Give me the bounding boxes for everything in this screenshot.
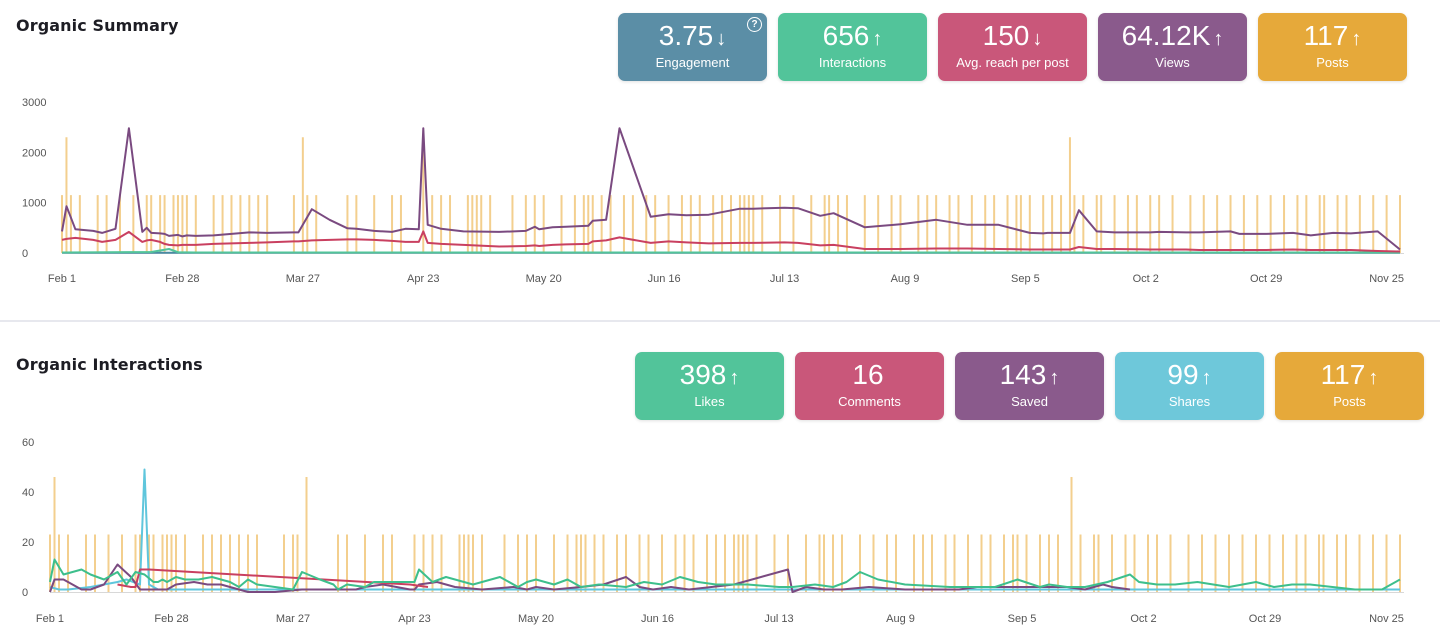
avg-reach-card[interactable]: 150 ↓ Avg. reach per post bbox=[938, 13, 1087, 81]
trend-up-icon: ↑ bbox=[872, 28, 883, 50]
x-tick-label: Apr 23 bbox=[407, 273, 439, 285]
y-tick-label: 60 bbox=[22, 437, 34, 449]
shares-card[interactable]: 99 ↑ Shares bbox=[1115, 352, 1264, 420]
series-line-avg-reach-per-post bbox=[61, 230, 1401, 253]
y-tick-label: 0 bbox=[22, 587, 28, 599]
posts-card-2[interactable]: 117 ↑ Posts bbox=[1275, 352, 1424, 420]
organic-interactions-section: Organic Interactions 398 ↑ Likes 16 Comme… bbox=[0, 322, 1440, 639]
x-tick-label: Sep 5 bbox=[1011, 273, 1040, 285]
series-line-likes bbox=[49, 558, 1401, 591]
y-tick-label: 2000 bbox=[22, 147, 46, 159]
y-tick-label: 1000 bbox=[22, 198, 46, 210]
x-tick-label: Jun 16 bbox=[648, 273, 681, 285]
posts-card[interactable]: 117 ↑ Posts bbox=[1258, 13, 1407, 81]
shares-label: Shares bbox=[1168, 394, 1211, 409]
x-tick-label: Mar 27 bbox=[276, 613, 310, 625]
x-tick-label: Feb 28 bbox=[165, 273, 199, 285]
y-tick-label: 3000 bbox=[22, 97, 46, 109]
avg-reach-value: 150 bbox=[982, 20, 1030, 51]
trend-down-icon: ↓ bbox=[716, 28, 727, 50]
trend-down-icon: ↓ bbox=[1032, 28, 1043, 50]
x-tick-label: Nov 25 bbox=[1369, 613, 1404, 625]
engagement-value: 3.75 bbox=[658, 20, 714, 51]
posts-label-2: Posts bbox=[1333, 394, 1366, 409]
organic-summary-title: Organic Summary bbox=[16, 16, 179, 35]
views-card[interactable]: 64.12K ↑ Views bbox=[1098, 13, 1247, 81]
x-tick-label: Jun 16 bbox=[641, 613, 674, 625]
saved-label: Saved bbox=[1011, 394, 1048, 409]
posts-value: 117 bbox=[1303, 20, 1349, 51]
x-tick-label: Jul 13 bbox=[770, 273, 799, 285]
comments-label: Comments bbox=[838, 394, 901, 409]
series-line-saved bbox=[49, 563, 1131, 593]
posts-value-2: 117 bbox=[1320, 359, 1366, 390]
interactions-card[interactable]: 656 ↑ Interactions bbox=[778, 13, 927, 81]
engagement-label: Engagement bbox=[655, 55, 730, 70]
y-tick-label: 20 bbox=[22, 537, 34, 549]
x-tick-label: May 20 bbox=[518, 613, 554, 625]
likes-label: Likes bbox=[694, 394, 725, 409]
x-tick-label: Mar 27 bbox=[286, 273, 320, 285]
x-tick-label: Feb 28 bbox=[154, 613, 188, 625]
x-tick-label: May 20 bbox=[526, 273, 562, 285]
x-tick-label: Apr 23 bbox=[398, 613, 430, 625]
question-circle-icon[interactable]: ? bbox=[747, 17, 762, 32]
x-tick-label: Jul 13 bbox=[764, 613, 793, 625]
trend-up-icon: ↑ bbox=[729, 367, 740, 389]
likes-card[interactable]: 398 ↑ Likes bbox=[635, 352, 784, 420]
interaction-cards: 398 ↑ Likes 16 Comments 143 ↑ Saved 99 ↑ Sh… bbox=[635, 352, 1424, 420]
trend-up-icon: ↑ bbox=[1201, 367, 1212, 389]
interactions-label: Interactions bbox=[818, 55, 887, 70]
saved-card[interactable]: 143 ↑ Saved bbox=[955, 352, 1104, 420]
section-divider bbox=[0, 320, 1440, 322]
shares-value: 99 bbox=[1167, 359, 1199, 390]
x-tick-label: Oct 29 bbox=[1249, 613, 1281, 625]
views-label: Views bbox=[1155, 55, 1190, 70]
organic-summary-chart: 0 1000 2000 3000 Feb 1 Feb 28 Mar 27 Apr 23 May … bbox=[22, 97, 1404, 285]
interactions-value: 656 bbox=[822, 20, 870, 51]
organic-interactions-title: Organic Interactions bbox=[16, 355, 203, 374]
x-tick-label: Feb 1 bbox=[48, 273, 76, 285]
y-tick-label: 0 bbox=[22, 248, 28, 260]
likes-value: 398 bbox=[679, 359, 727, 390]
x-tick-label: Aug 9 bbox=[891, 273, 920, 285]
engagement-card[interactable]: 3.75 ↓ Engagement ? bbox=[618, 13, 767, 81]
posts-label: Posts bbox=[1316, 55, 1349, 70]
trend-up-icon: ↑ bbox=[1368, 367, 1379, 389]
x-tick-label: Oct 29 bbox=[1250, 273, 1282, 285]
summary-cards: 3.75 ↓ Engagement ? 656 ↑ Interactions 150… bbox=[618, 13, 1407, 81]
avg-reach-label: Avg. reach per post bbox=[956, 55, 1069, 70]
y-tick-label: 40 bbox=[22, 487, 34, 499]
x-tick-label: Sep 5 bbox=[1008, 613, 1037, 625]
x-tick-label: Aug 9 bbox=[886, 613, 915, 625]
comments-card[interactable]: 16 Comments bbox=[795, 352, 944, 420]
x-tick-label: Nov 25 bbox=[1369, 273, 1404, 285]
x-tick-label: Oct 2 bbox=[1130, 613, 1156, 625]
x-tick-label: Oct 2 bbox=[1133, 273, 1159, 285]
trend-up-icon: ↑ bbox=[1351, 28, 1362, 50]
x-tick-label: Feb 1 bbox=[36, 613, 64, 625]
series-line-shares bbox=[49, 468, 1400, 591]
organic-summary-section: Organic Summary 3.75 ↓ Engagement ? 656 ↑ … bbox=[16, 13, 1407, 285]
trend-up-icon: ↑ bbox=[1049, 367, 1060, 389]
trend-up-icon: ↑ bbox=[1213, 28, 1224, 50]
organic-interactions-chart: 0 20 40 60 Feb 1 Feb 28 Mar 27 Apr 23 May 20 Jun … bbox=[22, 437, 1404, 625]
series-line-views bbox=[61, 127, 1401, 251]
saved-value: 143 bbox=[999, 359, 1047, 390]
series-line-comments bbox=[117, 568, 429, 588]
views-value: 64.12K bbox=[1121, 20, 1211, 51]
comments-value: 16 bbox=[852, 359, 884, 390]
series-line-interactions bbox=[61, 248, 1400, 254]
